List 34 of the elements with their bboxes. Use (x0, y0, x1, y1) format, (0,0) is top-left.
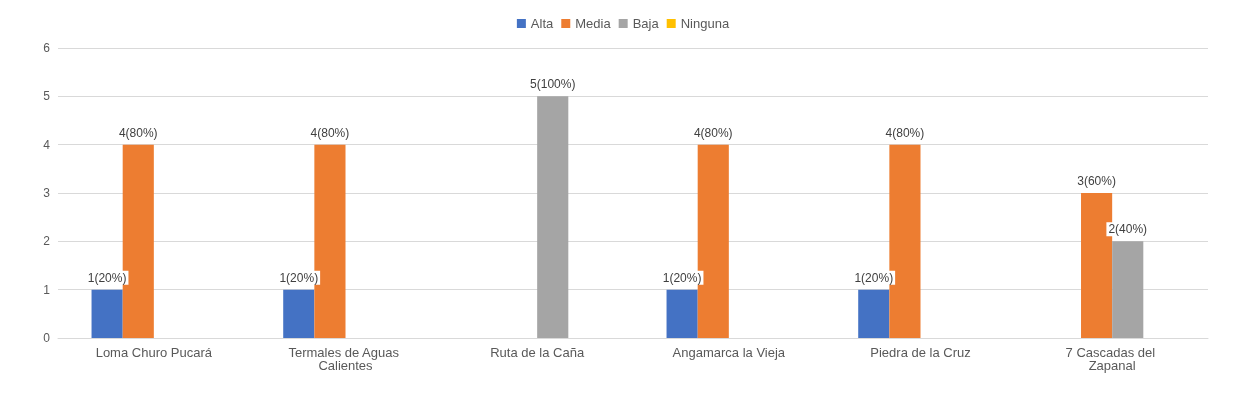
x-tick-label: 7 Cascadas del Zapanal (1065, 345, 1159, 373)
y-tick-label: 4 (43, 137, 51, 152)
x-tick-label: Angamarca la Vieja (672, 345, 786, 360)
data-label: 5(100%) (530, 77, 576, 92)
y-tick-label: 1 (43, 282, 51, 297)
y-tick-label: 2 (43, 234, 51, 249)
x-tick-label: Piedra de la Cruz (870, 345, 971, 360)
bar (283, 289, 315, 338)
y-tick-label: 5 (43, 89, 51, 104)
legend-label: Baja (632, 16, 660, 31)
x-tick-label: Termales de Aguas Calientes (288, 345, 403, 373)
x-tick-label: Loma Churo Pucará (95, 345, 213, 360)
data-label: 4(80%) (693, 125, 733, 140)
bar (858, 289, 890, 338)
data-label: 1(20%) (279, 270, 319, 285)
y-tick-label: 0 (43, 331, 51, 345)
y-tick-label: 3 (43, 186, 51, 200)
data-label: 4(80%) (118, 125, 158, 140)
data-label: 4(80%) (885, 125, 925, 140)
legend-label: Media (575, 16, 612, 31)
bar (666, 289, 698, 338)
data-label: 2(40%) (1108, 222, 1148, 237)
bar (537, 96, 569, 338)
data-label: 1(20%) (87, 270, 127, 285)
x-tick-label: Ruta de la Caña (490, 345, 585, 360)
legend-label: Alta (530, 16, 555, 31)
legend-label: Ninguna (680, 16, 730, 31)
data-label: 3(60%) (1077, 174, 1116, 188)
data-label: 4(80%) (310, 125, 350, 140)
y-tick-label: 6 (43, 41, 51, 55)
bar (91, 289, 123, 338)
data-label: 1(20%) (662, 270, 702, 285)
data-label: 1(20%) (854, 270, 894, 285)
bar (1112, 241, 1144, 338)
